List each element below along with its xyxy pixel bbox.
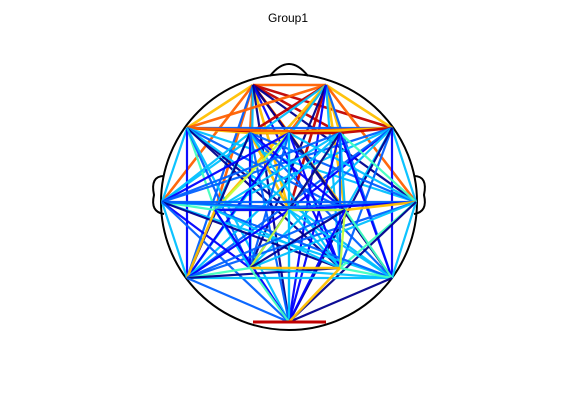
connection-line: [214, 132, 341, 211]
connection-line: [288, 209, 341, 269]
connection-line: [390, 201, 418, 279]
connection-line: [338, 127, 394, 269]
connection-line: [185, 209, 217, 279]
connection-line: [248, 132, 291, 211]
head-outline: [152, 63, 426, 331]
connection-line: [185, 127, 217, 211]
connection-line: [160, 127, 189, 203]
connection-line: [160, 201, 189, 279]
connection-line: [252, 83, 341, 135]
connection-line: [214, 208, 393, 280]
connection-line: [186, 83, 327, 130]
connection-line: [186, 83, 254, 130]
connection-line: [186, 266, 341, 280]
connection-line: [287, 84, 328, 211]
connection-line: [288, 267, 341, 323]
connection-line: [339, 126, 393, 135]
connection-line: [186, 127, 290, 323]
left-ear: [152, 175, 165, 215]
figure-title: Group1: [268, 11, 308, 25]
connection-line: [161, 132, 290, 203]
connection-line: [161, 131, 341, 204]
connection-line: [161, 84, 327, 203]
connection-line: [339, 266, 393, 280]
connection-line: [185, 84, 255, 279]
nose: [269, 63, 309, 77]
connection-line: [288, 209, 393, 279]
right-ear: [413, 175, 426, 215]
connection-line: [249, 267, 290, 323]
connection-line: [249, 209, 346, 269]
connection-line: [344, 209, 393, 279]
connection-line: [186, 200, 417, 280]
connection-line: [186, 208, 346, 280]
connection-line: [186, 209, 290, 279]
connection-line: [390, 127, 418, 203]
connection-line: [214, 132, 290, 211]
connection-line: [161, 126, 393, 204]
connection-line: [338, 209, 347, 269]
connection-line: [287, 132, 342, 269]
scalp-circle: [160, 73, 418, 331]
connection-line: [186, 276, 290, 324]
connection-line: [185, 127, 252, 269]
connectivity-edges: [160, 83, 418, 324]
connection-line: [288, 209, 346, 323]
connection-line: [249, 266, 393, 280]
connection-line: [249, 209, 290, 269]
connection-line: [325, 83, 393, 130]
connection-line: [344, 200, 417, 212]
connection-line: [288, 276, 393, 324]
connection-line: [287, 84, 328, 323]
connection-line: [339, 132, 417, 203]
connection-line: [161, 132, 251, 203]
